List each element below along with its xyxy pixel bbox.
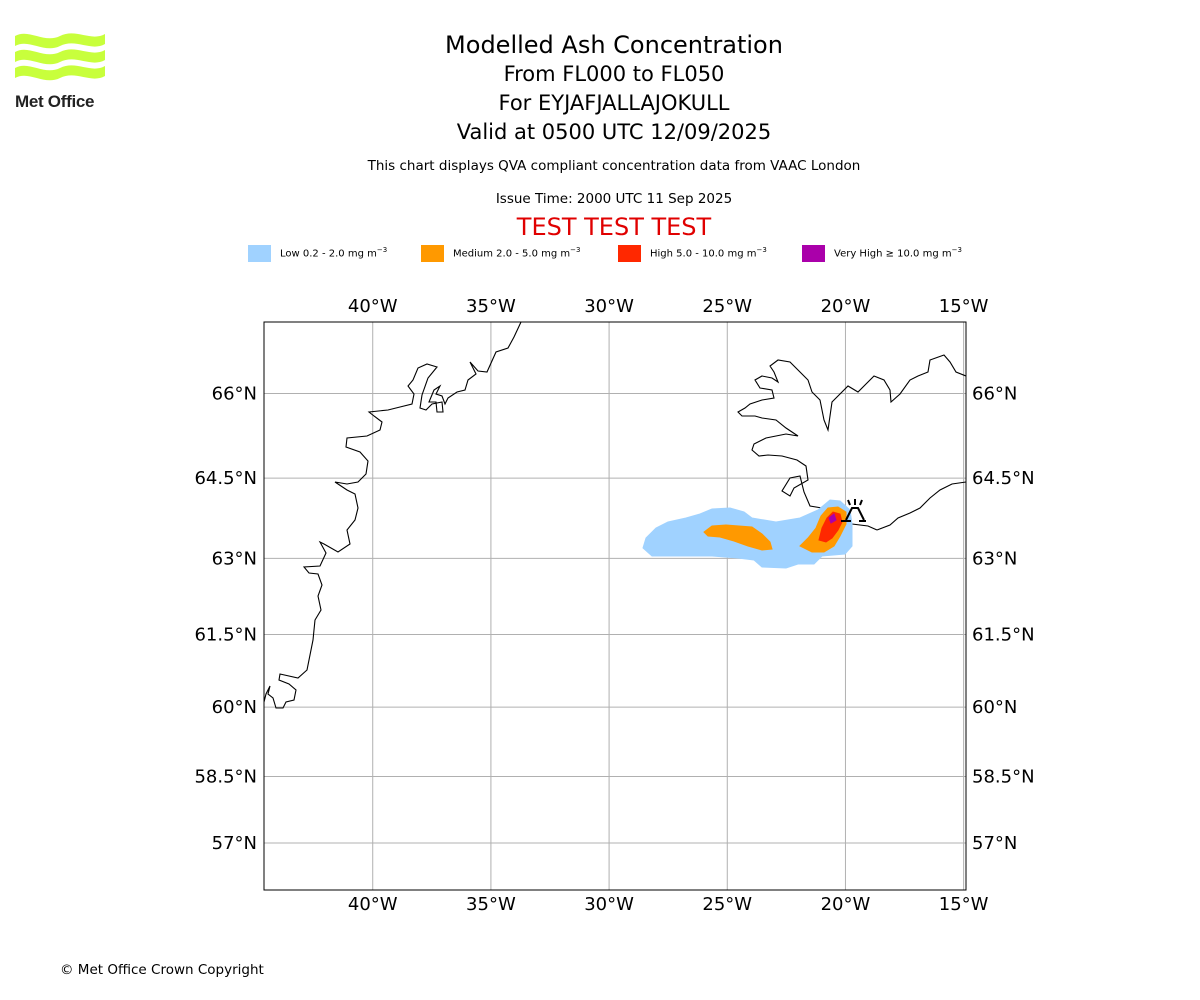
lon-label-top: 20°W [821, 296, 871, 317]
lat-label-right: 60°N [972, 697, 1017, 718]
lat-label-left: 58.5°N [194, 766, 257, 787]
lon-label-bottom: 40°W [348, 894, 398, 915]
legend-swatch-low [248, 245, 271, 262]
lon-label-top: 30°W [584, 296, 634, 317]
lat-label-right: 64.5°N [972, 468, 1035, 489]
ash-area-very-high [828, 513, 837, 524]
legend-label-high: High 5.0 - 10.0 mg m [650, 248, 757, 260]
lon-label-top: 25°W [702, 296, 752, 317]
legend-swatch-high [618, 245, 641, 262]
copyright-notice: © Met Office Crown Copyright [60, 962, 264, 978]
iceland-southeast-coastline [876, 481, 966, 531]
ash-concentration-layer [642, 499, 853, 569]
legend-label-medium: Medium 2.0 - 5.0 mg m [453, 248, 571, 260]
lon-label-top: 40°W [348, 296, 398, 317]
lat-label-right: 58.5°N [972, 766, 1035, 787]
chart-titles: Modelled Ash Concentration From FL000 to… [314, 30, 914, 147]
test-banner: TEST TEST TEST [516, 213, 712, 241]
chart-description: This chart displays QVA compliant concen… [367, 158, 861, 174]
lat-label-right: 63°N [972, 548, 1017, 569]
lon-label-bottom: 35°W [466, 894, 516, 915]
lon-label-top: 35°W [466, 296, 516, 317]
lat-label-left: 60°N [212, 697, 257, 718]
map-content [264, 322, 966, 709]
lat-label-right: 66°N [972, 383, 1017, 404]
lon-label-top: 15°W [939, 296, 989, 317]
page-title: Modelled Ash Concentration [445, 31, 783, 59]
map-gridlines [264, 322, 966, 890]
volcano-icon[interactable] [841, 499, 866, 522]
lon-label-bottom: 25°W [702, 894, 752, 915]
lon-label-bottom: 15°W [939, 894, 989, 915]
lon-label-bottom: 20°W [821, 894, 871, 915]
ash-area-medium-west [703, 524, 773, 551]
lon-label-bottom: 30°W [584, 894, 634, 915]
legend-swatch-medium [421, 245, 444, 262]
lat-label-left: 64.5°N [194, 468, 257, 489]
lat-label-left: 66°N [212, 383, 257, 404]
met-office-logo [15, 33, 105, 81]
lat-label-left: 61.5°N [194, 625, 257, 646]
lat-label-right: 57°N [972, 833, 1017, 854]
lat-label-left: 57°N [212, 833, 257, 854]
greenland-coastline [264, 322, 522, 709]
met-office-logo-text: Met Office [15, 92, 95, 111]
map-frame [263, 321, 967, 891]
issue-time: Issue Time: 2000 UTC 11 Sep 2025 [495, 191, 733, 207]
iceland-coastline [737, 354, 966, 531]
legend-swatch-very-high [802, 245, 825, 262]
map-axis-labels: 40°W 40°W 35°W 35°W 30°W 30°W 25°W 25°W 20°W 20°W… [194, 296, 1034, 915]
valid-time: Valid at 0500 UTC 12/09/2025 [456, 120, 772, 144]
legend-label-very-high: Very High ≥ 10.0 mg m [834, 248, 952, 260]
legend-label-low: Low 0.2 - 2.0 mg m [280, 248, 377, 260]
volcano-name: For EYJAFJALLAJOKULL [498, 91, 730, 115]
lat-label-left: 63°N [212, 548, 257, 569]
lat-label-right: 61.5°N [972, 625, 1035, 646]
flight-level-range: From FL000 to FL050 [503, 62, 725, 86]
